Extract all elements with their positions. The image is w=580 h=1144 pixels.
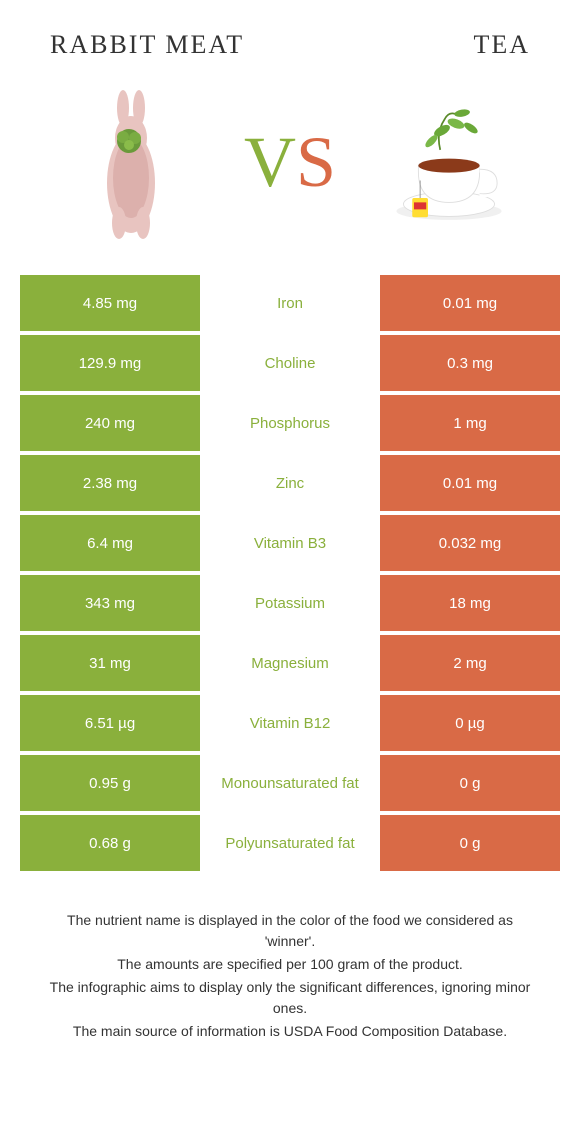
table-row: 6.51 µgVitamin B120 µg <box>20 695 560 751</box>
table-row: 129.9 mgCholine0.3 mg <box>20 335 560 391</box>
right-value: 0 g <box>380 815 560 871</box>
nutrient-label: Zinc <box>200 455 380 511</box>
left-value: 6.51 µg <box>20 695 200 751</box>
footer-line-1: The nutrient name is displayed in the co… <box>40 910 540 952</box>
images-row: VS <box>20 75 560 275</box>
right-value: 18 mg <box>380 575 560 631</box>
right-value: 0.032 mg <box>380 515 560 571</box>
left-value: 240 mg <box>20 395 200 451</box>
vs-text: VS <box>244 121 336 204</box>
nutrient-label: Polyunsaturated fat <box>200 815 380 871</box>
nutrient-label: Iron <box>200 275 380 331</box>
left-value: 0.68 g <box>20 815 200 871</box>
rabbit-icon <box>91 83 171 243</box>
nutrient-label: Vitamin B12 <box>200 695 380 751</box>
left-value: 2.38 mg <box>20 455 200 511</box>
nutrient-label: Vitamin B3 <box>200 515 380 571</box>
left-value: 0.95 g <box>20 755 200 811</box>
footer-line-4: The main source of information is USDA F… <box>40 1021 540 1042</box>
table-row: 4.85 mgIron0.01 mg <box>20 275 560 331</box>
right-value: 1 mg <box>380 395 560 451</box>
footer-line-3: The infographic aims to display only the… <box>40 977 540 1019</box>
right-value: 0.3 mg <box>380 335 560 391</box>
right-food-title: TEA <box>473 30 530 60</box>
table-row: 240 mgPhosphorus1 mg <box>20 395 560 451</box>
table-row: 0.68 gPolyunsaturated fat0 g <box>20 815 560 871</box>
right-value: 2 mg <box>380 635 560 691</box>
footer-notes: The nutrient name is displayed in the co… <box>20 875 560 1042</box>
table-row: 0.95 gMonounsaturated fat0 g <box>20 755 560 811</box>
nutrient-label: Phosphorus <box>200 395 380 451</box>
table-row: 6.4 mgVitamin B30.032 mg <box>20 515 560 571</box>
header: RABBIT MEAT TEA <box>20 20 560 75</box>
footer-line-2: The amounts are specified per 100 gram o… <box>40 954 540 975</box>
vs-s: S <box>296 122 336 202</box>
right-value: 0 µg <box>380 695 560 751</box>
table-row: 2.38 mgZinc0.01 mg <box>20 455 560 511</box>
left-value: 129.9 mg <box>20 335 200 391</box>
tea-icon <box>379 88 519 238</box>
right-value: 0.01 mg <box>380 455 560 511</box>
right-value: 0 g <box>380 755 560 811</box>
tea-image <box>379 83 519 243</box>
nutrient-table: 4.85 mgIron0.01 mg129.9 mgCholine0.3 mg2… <box>20 275 560 871</box>
nutrient-label: Choline <box>200 335 380 391</box>
right-value: 0.01 mg <box>380 275 560 331</box>
left-value: 6.4 mg <box>20 515 200 571</box>
left-value: 4.85 mg <box>20 275 200 331</box>
rabbit-meat-image <box>61 83 201 243</box>
table-row: 343 mgPotassium18 mg <box>20 575 560 631</box>
nutrient-label: Potassium <box>200 575 380 631</box>
left-value: 343 mg <box>20 575 200 631</box>
vs-v: V <box>244 122 296 202</box>
table-row: 31 mgMagnesium2 mg <box>20 635 560 691</box>
left-value: 31 mg <box>20 635 200 691</box>
nutrient-label: Monounsaturated fat <box>200 755 380 811</box>
left-food-title: RABBIT MEAT <box>50 30 244 60</box>
nutrient-label: Magnesium <box>200 635 380 691</box>
